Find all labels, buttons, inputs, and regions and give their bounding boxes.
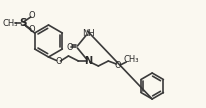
Text: CH₃: CH₃: [2, 18, 18, 28]
Text: O: O: [66, 43, 73, 52]
Text: N: N: [84, 56, 92, 66]
Text: CH₃: CH₃: [123, 56, 139, 64]
Text: O: O: [115, 60, 122, 70]
Text: NH: NH: [82, 29, 95, 37]
Text: S: S: [19, 18, 27, 28]
Text: O: O: [28, 25, 35, 34]
Text: O: O: [28, 11, 35, 21]
Text: O: O: [55, 56, 62, 65]
